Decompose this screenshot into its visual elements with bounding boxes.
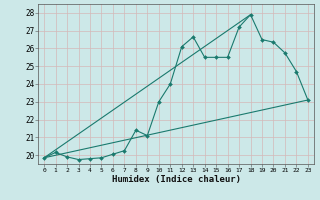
X-axis label: Humidex (Indice chaleur): Humidex (Indice chaleur) <box>111 175 241 184</box>
